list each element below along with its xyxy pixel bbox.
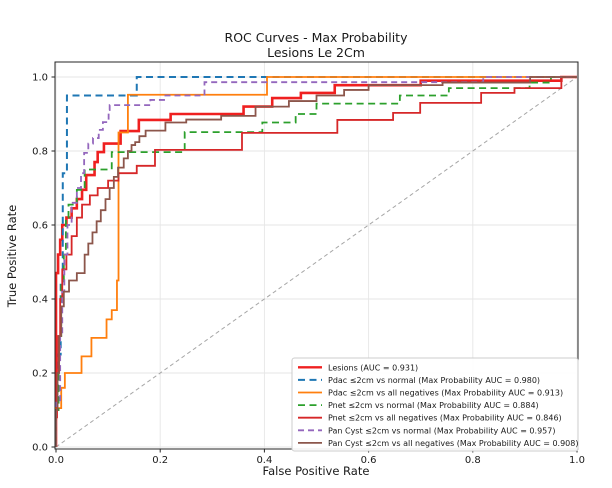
- x-tick-label: 0.4: [256, 455, 272, 466]
- plot-area: 0.0 0.2 0.4 0.6 0.8 1.0 0.0 0.2 0.4 0.6 0.8 1.0 Lesi…: [32, 61, 585, 466]
- legend-item-lesions: Lesions (AUC = 0.931): [298, 363, 418, 372]
- legend-label: Pnet ≤2cm vs all negatives (Max Probabil…: [328, 414, 562, 423]
- legend-label: Pan Cyst ≤2cm vs normal (Max Probability…: [328, 426, 555, 435]
- legend-label: Pan Cyst ≤2cm vs all negatives (Max Prob…: [328, 439, 578, 448]
- chance-diagonal-line: [55, 76, 578, 448]
- chart-title-line1: ROC Curves - Max Probability: [225, 30, 409, 45]
- y-tick-label: 0.2: [32, 369, 48, 380]
- legend-item-pnet-vs-normal: Pnet ≤2cm vs normal (Max Probability AUC…: [298, 401, 539, 410]
- roc-curve-pan-cyst-vs-all-negatives: [55, 76, 577, 447]
- legend: Lesions (AUC = 0.931) Pdac ≤2cm vs normal…: [291, 357, 579, 452]
- y-tick-label: 0.8: [32, 147, 48, 158]
- x-tick-label: 0.0: [48, 455, 64, 466]
- roc-curve-pan-cyst-vs-normal: [55, 76, 577, 447]
- y-tick-label: 1.0: [32, 73, 48, 84]
- y-tick-label: 0.4: [32, 295, 48, 306]
- legend-item-pdac-vs-all-negatives: Pdac ≤2cm vs all negatives (Max Probabil…: [298, 389, 563, 398]
- legend-item-pan-cyst-vs-all-negatives: Pan Cyst ≤2cm vs all negatives (Max Prob…: [298, 439, 578, 448]
- legend-label: Pnet ≤2cm vs normal (Max Probability AUC…: [328, 401, 539, 410]
- legend-box: [291, 357, 579, 452]
- y-axis-label: True Positive Rate: [5, 205, 19, 308]
- legend-item-pan-cyst-vs-normal: Pan Cyst ≤2cm vs normal (Max Probability…: [298, 426, 555, 435]
- legend-label: Lesions (AUC = 0.931): [328, 363, 418, 372]
- roc-curve-pdac-vs-all-negatives: [55, 76, 577, 447]
- y-tick-label: 0.6: [32, 221, 48, 232]
- legend-label: Pdac ≤2cm vs normal (Max Probability AUC…: [328, 376, 540, 385]
- y-tick-label: 0.0: [32, 443, 48, 454]
- x-tick-label: 0.6: [361, 455, 377, 466]
- x-tick-label: 0.2: [152, 455, 168, 466]
- roc-curve-pnet-vs-normal: [55, 76, 577, 447]
- x-tick-label: 1.0: [569, 455, 585, 466]
- legend-item-pnet-vs-all-negatives: Pnet ≤2cm vs all negatives (Max Probabil…: [298, 414, 562, 423]
- x-tick-label: 0.8: [465, 455, 481, 466]
- legend-label: Pdac ≤2cm vs all negatives (Max Probabil…: [328, 389, 563, 398]
- chart-title-line2: Lesions Le 2Cm: [267, 45, 365, 60]
- legend-item-pdac-vs-normal: Pdac ≤2cm vs normal (Max Probability AUC…: [298, 376, 540, 385]
- roc-curve-pnet-vs-all-negatives: [55, 76, 577, 447]
- x-axis-label: False Positive Rate: [263, 464, 370, 478]
- roc-curve-lesions: [54, 75, 577, 447]
